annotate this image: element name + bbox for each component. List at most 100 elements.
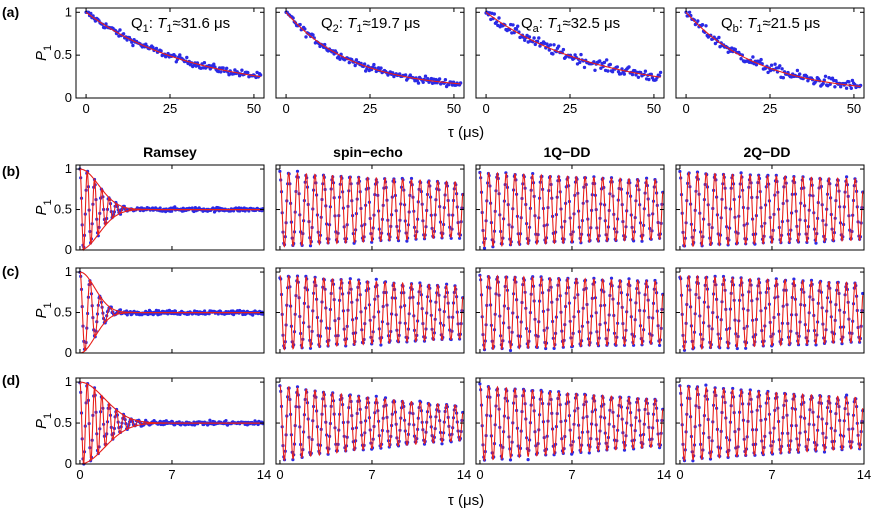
y-label-main: P bbox=[33, 205, 50, 215]
y-axis-label: P1 bbox=[33, 45, 54, 61]
data-point bbox=[691, 459, 695, 463]
fit-curve bbox=[679, 274, 864, 351]
row-label-a: (a) bbox=[2, 4, 19, 20]
x-tick-label: 7 bbox=[768, 467, 775, 482]
data-point bbox=[221, 66, 225, 70]
data-point bbox=[458, 236, 462, 240]
data-point bbox=[551, 52, 555, 56]
t1-value: ≈31.6 μs bbox=[172, 15, 230, 32]
data-point bbox=[587, 451, 591, 455]
axes-frame bbox=[475, 267, 665, 354]
envelope-lower bbox=[79, 422, 263, 465]
x-tick-label: 14 bbox=[857, 467, 871, 482]
y-tick-label: 0 bbox=[65, 242, 72, 257]
data-point bbox=[778, 64, 782, 68]
fit-curve bbox=[85, 11, 261, 78]
ticks: 0 25 50 bbox=[476, 8, 664, 116]
data-point bbox=[131, 43, 135, 48]
data-point bbox=[847, 80, 851, 84]
axes-frame bbox=[475, 164, 665, 251]
data-point bbox=[814, 241, 818, 245]
panel-2-3 bbox=[475, 164, 665, 251]
data-point bbox=[573, 53, 577, 57]
t1-subscript: 1 bbox=[756, 23, 762, 35]
data-point bbox=[372, 62, 376, 67]
ticks: 00.51 bbox=[54, 161, 265, 257]
data-point bbox=[527, 35, 532, 39]
data-point bbox=[118, 308, 123, 312]
data-point bbox=[516, 24, 520, 28]
data-point bbox=[593, 68, 597, 73]
x-tick-label: 0 bbox=[676, 467, 683, 482]
data-point bbox=[828, 82, 832, 86]
data-point bbox=[308, 244, 313, 248]
data-point bbox=[754, 63, 759, 67]
data-point bbox=[592, 276, 596, 280]
data-point bbox=[798, 72, 802, 76]
data-point bbox=[658, 70, 663, 75]
data-point bbox=[362, 62, 367, 66]
data-point bbox=[845, 175, 849, 179]
data-point bbox=[687, 10, 692, 14]
data-point bbox=[158, 206, 162, 210]
fit-curve bbox=[479, 385, 664, 462]
data-point bbox=[440, 442, 444, 446]
data-point bbox=[246, 70, 250, 75]
panel-1-4: 0 25 50 Qb: T1≈21.5 μs bbox=[675, 7, 865, 116]
data-point bbox=[647, 77, 651, 82]
x-tick-label: 50 bbox=[847, 101, 861, 116]
data-point bbox=[814, 343, 818, 347]
data-point bbox=[374, 277, 378, 281]
data-point bbox=[598, 59, 602, 63]
x-tick-label: 25 bbox=[163, 101, 177, 116]
ticks: 0 7 14 bbox=[676, 378, 871, 482]
x-tick-label: 0 bbox=[482, 101, 489, 116]
x-tick-label: 25 bbox=[563, 101, 577, 116]
x-axis-label-top: τ (μs) bbox=[448, 124, 484, 141]
axes-frame bbox=[75, 164, 265, 251]
data-point bbox=[552, 346, 556, 350]
x-tick-label: 7 bbox=[368, 467, 375, 482]
data-point bbox=[850, 78, 855, 83]
data-point bbox=[348, 277, 352, 281]
ticks: 0 25 50 0 0.5 1 bbox=[54, 4, 264, 116]
data-point bbox=[578, 60, 582, 65]
row-label-b: (b) bbox=[2, 163, 20, 179]
data-point bbox=[423, 74, 428, 78]
data-point bbox=[733, 47, 737, 52]
y-tick-label: 1 bbox=[65, 374, 72, 389]
axes-frame bbox=[475, 377, 665, 465]
panel-1-3: 0 25 50 Qa: T1≈32.5 μs bbox=[475, 7, 665, 116]
fit-curve bbox=[285, 11, 461, 85]
data-point bbox=[619, 72, 623, 76]
envelope-upper bbox=[79, 271, 263, 314]
data-points bbox=[78, 167, 265, 249]
data-point bbox=[416, 81, 421, 85]
data-point bbox=[608, 62, 612, 67]
y-tick-label: 0.5 bbox=[54, 305, 72, 320]
envelope-lower bbox=[79, 311, 263, 354]
t1-value: ≈32.5 μs bbox=[562, 15, 620, 32]
data-point bbox=[118, 28, 122, 32]
colon: : bbox=[149, 15, 157, 32]
ticks bbox=[276, 165, 465, 251]
data-point bbox=[173, 205, 177, 209]
data-point bbox=[795, 68, 800, 73]
data-point bbox=[844, 86, 849, 90]
data-point bbox=[759, 57, 763, 62]
ticks: 0 7 14 bbox=[276, 378, 471, 482]
panel-4-3: 0 7 14 bbox=[475, 377, 671, 482]
data-point bbox=[121, 32, 126, 36]
t1-annotation: Q1: T1≈31.6 μs bbox=[131, 15, 230, 35]
x-tick-label: 0 bbox=[282, 101, 289, 116]
x-tick-label: 50 bbox=[447, 101, 461, 116]
data-point bbox=[353, 63, 357, 68]
row-label-d: (d) bbox=[2, 372, 20, 388]
ticks bbox=[676, 268, 865, 354]
data-point bbox=[347, 60, 351, 65]
panel-3-4 bbox=[675, 267, 865, 354]
ticks: 0 7 14 bbox=[476, 378, 671, 482]
data-point bbox=[739, 57, 743, 61]
data-point bbox=[579, 52, 583, 57]
